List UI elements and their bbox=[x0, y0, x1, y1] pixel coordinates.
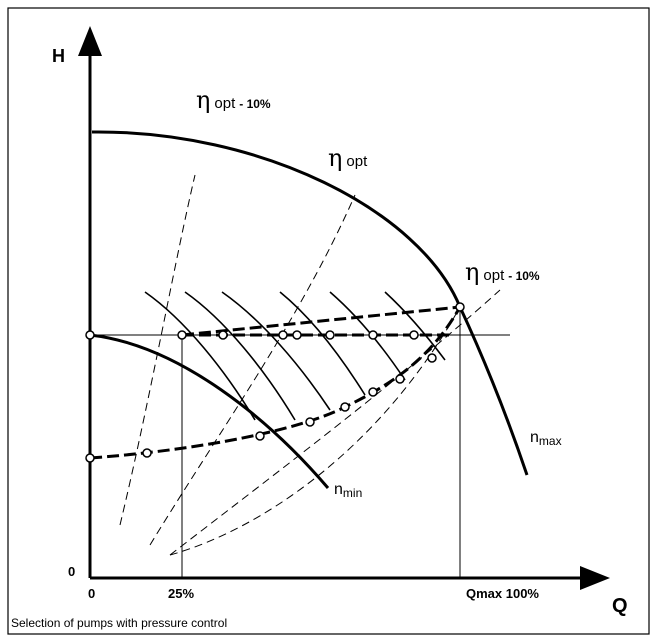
points bbox=[85, 302, 465, 463]
x-label: Q bbox=[612, 595, 628, 617]
x-max: Qmax 100% bbox=[466, 586, 539, 601]
n-max-label: nmax bbox=[530, 429, 562, 448]
x-origin: 0 bbox=[88, 586, 95, 601]
eta-label: η opt - 10% bbox=[465, 258, 540, 286]
frame bbox=[7, 7, 650, 635]
eta-label: η opt - 10% bbox=[196, 86, 271, 114]
y-origin: 0 bbox=[68, 564, 75, 579]
caption: Selection of pumps with pressure control bbox=[11, 616, 227, 630]
axes bbox=[78, 26, 610, 590]
n-min-label: nmin bbox=[334, 481, 362, 500]
eta-label: η opt bbox=[328, 144, 368, 172]
curves bbox=[89, 130, 529, 578]
x-mark: 25% bbox=[168, 586, 194, 601]
y-label: H bbox=[52, 46, 65, 66]
